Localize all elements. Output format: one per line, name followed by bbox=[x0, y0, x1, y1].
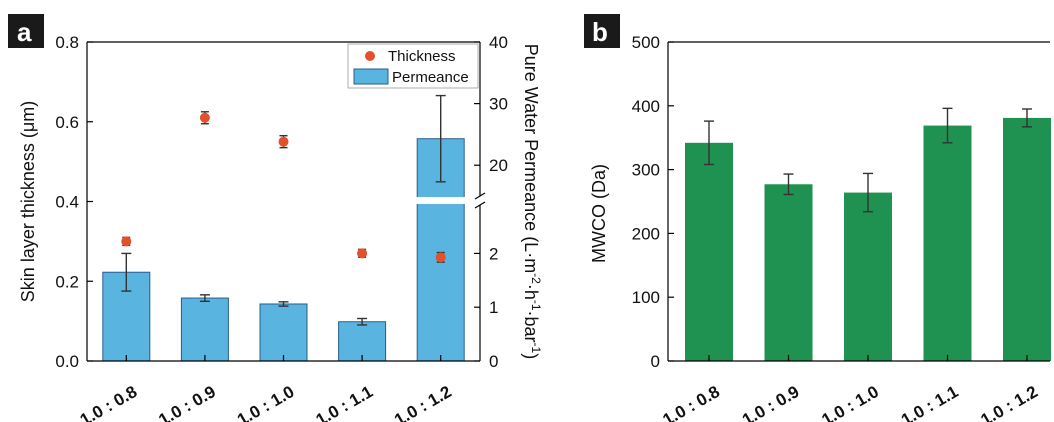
y2-axis-title-superscript: -1 bbox=[529, 300, 543, 311]
legend-permeance-label: Permeance bbox=[392, 69, 469, 86]
mwco-bar bbox=[844, 192, 892, 361]
x-tick-label: 1.0 : 1.2 bbox=[977, 382, 1041, 422]
permeance-bar bbox=[180, 297, 229, 362]
y2-tick-label: 1 bbox=[489, 298, 498, 317]
mwco-bar bbox=[685, 142, 733, 361]
thickness-point bbox=[278, 136, 289, 147]
y2-axis-title-part: ·h bbox=[521, 284, 541, 300]
legend-permeance-swatch bbox=[353, 68, 389, 85]
y2-axis-title-superscript: -2 bbox=[529, 273, 543, 284]
panel-label-a-bg bbox=[8, 14, 44, 48]
thickness-point bbox=[199, 112, 210, 123]
axis-break-mark bbox=[474, 201, 486, 209]
y-tick-label: 100 bbox=[632, 288, 660, 307]
y-tick-label: 0.8 bbox=[55, 33, 79, 52]
legend-thickness-label: Thickness bbox=[388, 48, 456, 65]
y2-tick-label: 20 bbox=[489, 156, 508, 175]
thickness-point bbox=[121, 236, 132, 247]
x-tick-label: 1.0 : 0.9 bbox=[739, 382, 803, 422]
y2-axis-title: Pure Water Permeance (L·m-2·h-1·bar-1) bbox=[521, 44, 543, 359]
y2-axis-title-superscript: -1 bbox=[529, 343, 543, 354]
chart-a: 0.0 0.2 0.4 0.6 0.8 0 1 2 20 30 40 1.0 : 0.8 1.0 : 0… bbox=[18, 33, 543, 422]
y2-tick-label: 40 bbox=[489, 33, 508, 52]
y-tick-label: 0.4 bbox=[55, 193, 79, 212]
y-tick-label: 500 bbox=[632, 33, 660, 52]
y2-tick-label: 0 bbox=[489, 352, 498, 371]
y2-tick-label: 30 bbox=[489, 95, 508, 114]
legend-thickness-marker bbox=[365, 51, 375, 61]
y-tick-label: 0 bbox=[651, 352, 660, 371]
thickness-point bbox=[357, 248, 368, 259]
panel-label-b: b bbox=[592, 17, 608, 47]
y-axis-title: MWCO (Da) bbox=[589, 164, 609, 263]
x-tick-label: 1.0 : 1.0 bbox=[234, 382, 298, 422]
y-tick-label: 200 bbox=[632, 224, 660, 243]
y-tick-label: 300 bbox=[632, 161, 660, 180]
x-tick-label: 1.0 : 1.0 bbox=[818, 382, 882, 422]
y2-axis-title-part: ·bar bbox=[521, 311, 541, 343]
axis-break-mark bbox=[474, 192, 486, 200]
panel-label-b-bg bbox=[584, 14, 620, 48]
y2-axis-title-part: Pure Water Permeance (L·m bbox=[521, 44, 541, 273]
mwco-bar bbox=[923, 125, 972, 361]
y-axis-title: Skin layer thickness (μm) bbox=[18, 101, 38, 302]
y2-axis-title-part: ) bbox=[521, 353, 541, 359]
x-tick-label: 1.0 : 0.9 bbox=[155, 382, 219, 422]
axis-break-gap bbox=[88, 197, 480, 204]
x-tick-label: 1.0 : 1.1 bbox=[313, 382, 377, 422]
x-tick-label: 1.0 : 1.1 bbox=[898, 382, 962, 422]
x-tick-label: 1.0 : 0.8 bbox=[659, 382, 723, 422]
chart-b: 0 100 200 300 400 500 1.0 : 0.8 1.0 : 0.9 1.0 : … bbox=[589, 33, 1051, 422]
y2-tick-label: 2 bbox=[489, 244, 498, 263]
y-tick-label: 0.6 bbox=[55, 113, 79, 132]
y-tick-label: 0.0 bbox=[55, 352, 79, 371]
x-tick-label: 1.0 : 0.8 bbox=[77, 382, 141, 422]
mwco-bar bbox=[764, 184, 813, 361]
permeance-bar bbox=[259, 303, 308, 362]
y-tick-label: 400 bbox=[632, 97, 660, 116]
x-tick-label: 1.0 : 1.2 bbox=[391, 382, 455, 422]
panel-label-a: a bbox=[17, 17, 32, 47]
thickness-point bbox=[435, 252, 446, 263]
mwco-bar bbox=[1003, 117, 1051, 361]
y-tick-label: 0.2 bbox=[55, 272, 79, 291]
